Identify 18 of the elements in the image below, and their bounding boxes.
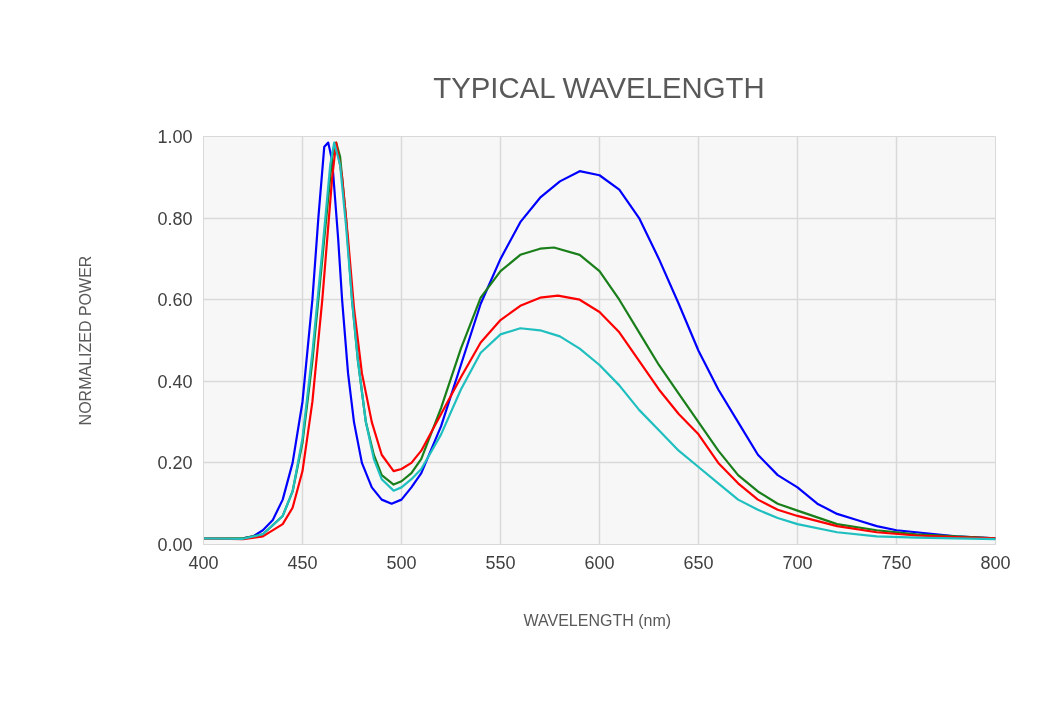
x-tick-label: 750 <box>881 552 912 573</box>
y-tick-label: 0.00 <box>157 535 193 555</box>
y-tick-label: 0.80 <box>157 208 193 229</box>
x-tick-label: 650 <box>683 552 714 573</box>
x-tick-label: 500 <box>386 552 417 573</box>
x-tick-label: 550 <box>485 552 516 573</box>
y-tick-label: 1.00 <box>157 127 193 147</box>
y-axis-title: NORMALIZED POWER <box>77 255 95 426</box>
x-tick-label: 450 <box>287 552 318 573</box>
chart-title: TYPICAL WAVELENGTH <box>433 71 765 104</box>
y-tick-label: 0.60 <box>157 290 193 311</box>
x-tick-label: 700 <box>782 552 813 573</box>
x-tick-label: 400 <box>188 552 219 573</box>
x-tick-label: 600 <box>584 552 615 573</box>
y-tick-label: 0.40 <box>157 371 193 392</box>
x-axis-title: WAVELENGTH (nm) <box>523 611 672 629</box>
x-tick-label: 800 <box>980 552 1011 573</box>
y-tick-label: 0.20 <box>157 453 193 474</box>
